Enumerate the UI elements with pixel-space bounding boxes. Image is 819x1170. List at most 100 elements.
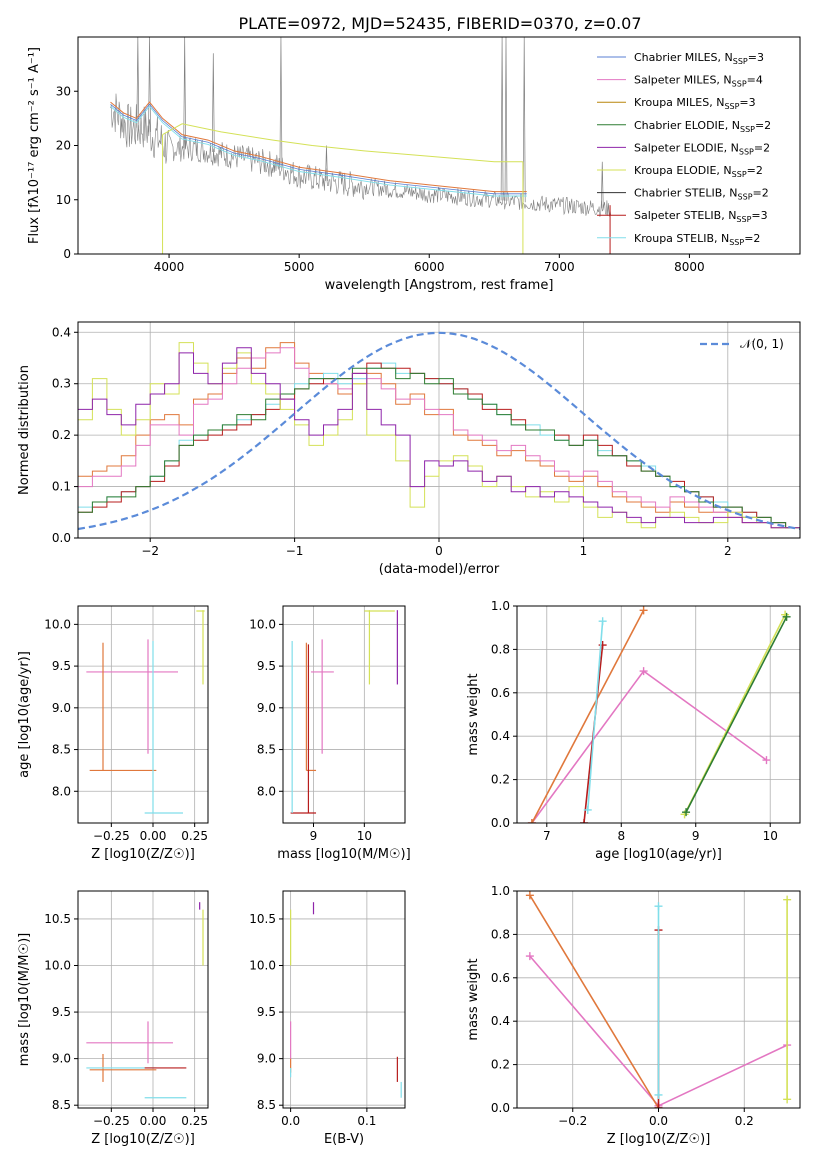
y-axis-label: age [log10(age/yr)] <box>17 651 32 778</box>
y-tick-label: 8.5 <box>52 743 71 757</box>
x-tick-label: 0.25 <box>181 1114 208 1128</box>
x-tick-label: 0.0 <box>281 1114 300 1128</box>
errorbar-plot-area <box>86 902 204 1099</box>
x-tick-label: 0 <box>435 544 443 558</box>
y-axis-label: mass weight <box>466 673 481 755</box>
y-tick-label: 0.4 <box>52 325 71 339</box>
x-tick-label: 8 <box>617 829 625 843</box>
y-tick-label: 10 <box>56 193 71 207</box>
y-tick-label: 9.0 <box>52 1052 71 1066</box>
y-tick-label: 9.0 <box>257 1052 276 1066</box>
legend-subscript: SSP <box>732 80 747 89</box>
histogram-series <box>78 342 800 529</box>
legend-value: =4 <box>747 74 763 87</box>
y-tick-label: 8.5 <box>52 1098 71 1112</box>
errorbar-plot-area <box>86 610 205 814</box>
mass-weight-point <box>598 617 607 626</box>
legend-entry: Chabrier MILES, NSSP=3 <box>634 51 764 66</box>
x-tick-label: 7 <box>543 829 551 843</box>
emission-spike <box>522 37 526 203</box>
figure-title: PLATE=0972, MJD=52435, FIBERID=0370, z=0… <box>238 14 641 33</box>
legend-subscript: SSP <box>738 193 753 202</box>
y-axis-label: Normed distribution <box>17 365 32 495</box>
x-tick-label: −0.25 <box>93 1114 130 1128</box>
legend-entry: Salpeter MILES, NSSP=4 <box>634 74 763 89</box>
y-tick-label: 10.5 <box>44 912 71 926</box>
y-tick-label: 0.8 <box>491 642 510 656</box>
histogram-plot-area <box>78 331 800 531</box>
y-tick-label: 0.6 <box>491 971 510 985</box>
errorbar-plot-area <box>290 610 398 814</box>
y-tick-label: 20 <box>56 139 71 153</box>
model-elodie <box>162 123 523 163</box>
y-tick-label: 0 <box>63 247 71 261</box>
legend-subscript: SSP <box>732 170 747 179</box>
legend-value: =3 <box>739 96 755 109</box>
histogram-frame <box>77 321 801 539</box>
x-tick-label: 0.0 <box>649 1114 668 1128</box>
mass-weight-line <box>531 609 645 823</box>
mass-weight-point <box>639 606 648 615</box>
x-tick-label: 4000 <box>154 260 185 274</box>
x-tick-label: 2 <box>724 544 732 558</box>
y-tick-label: 9.0 <box>52 701 71 715</box>
y-tick-label: 0.0 <box>52 531 71 545</box>
model-miles-orange <box>110 101 527 193</box>
x-tick-label: 5000 <box>284 260 315 274</box>
y-tick-label: 10.0 <box>44 617 71 631</box>
x-axis-label: wavelength [Angstrom, rest frame] <box>325 278 554 293</box>
x-tick-label: 8000 <box>674 260 705 274</box>
spectrum-panel: 4000 5000 6000 7000 8000 0 10 20 30 wavelength [A… <box>27 36 801 293</box>
panel-frame <box>77 890 209 1109</box>
errorbar-panel-2: −0.25 0.00 0.25 8.0 8.5 9.0 9.5 10.0 Z [log10(Z/… <box>17 605 209 862</box>
x-axis-label: mass [log10(M/M☉)] <box>277 847 410 862</box>
spectrum-plot-area <box>110 37 612 254</box>
x-tick-label: 0.25 <box>181 829 208 843</box>
y-axis-label: Flux [fλ10⁻¹⁷ erg cm⁻² s⁻¹ A⁻¹] <box>27 47 42 244</box>
y-tick-label: 9.5 <box>257 659 276 673</box>
x-axis-label: (data-model)/error <box>379 562 500 577</box>
mass-weight-plot-area <box>527 606 791 823</box>
mass-weight-line <box>685 616 788 813</box>
gaussian-curve <box>78 331 800 531</box>
y-tick-label: 9.5 <box>257 1005 276 1019</box>
errorbar-panel-6: 0.0 0.1 8.5 9.0 9.5 10.0 10.5 E(B-V) <box>249 890 406 1147</box>
legend-entry: Salpeter ELODIE, NSSP=2 <box>634 141 770 156</box>
x-axis-label: Z [log10(Z/Z☉)] <box>91 847 195 862</box>
y-tick-label: 9.5 <box>52 659 71 673</box>
x-axis-label: age [log10(age/yr)] <box>595 847 722 862</box>
x-axis-label: Z [log10(Z/Z☉)] <box>607 1132 711 1147</box>
legend-entry: 𝒩(0, 1) <box>740 337 784 351</box>
mass-weight-point <box>525 891 534 900</box>
y-tick-label: 10.0 <box>44 959 71 973</box>
emission-spike <box>211 53 215 153</box>
emission-spike <box>325 145 328 181</box>
panel-frame <box>516 890 801 1109</box>
legend-subscript: SSP <box>736 215 751 224</box>
mass-weight-point <box>783 1095 792 1104</box>
legend-subscript: SSP <box>739 147 754 156</box>
emission-spike <box>148 37 151 132</box>
y-tick-label: 8.5 <box>257 1098 276 1112</box>
panel-frame <box>516 605 801 824</box>
mass-weight-point <box>682 808 691 817</box>
y-tick-label: 9.0 <box>257 701 276 715</box>
legend-value: =3 <box>748 51 764 64</box>
y-axis-label: mass weight <box>466 958 481 1040</box>
mass-weight-point <box>782 612 791 621</box>
mass-weight-line <box>531 669 767 823</box>
y-tick-label: 0.4 <box>491 1014 510 1028</box>
y-tick-label: 9.5 <box>52 1005 71 1019</box>
x-tick-label: 7000 <box>544 260 575 274</box>
x-tick-label: 9 <box>692 829 700 843</box>
histogram-panel: −2 −1 0 1 2 0.0 0.1 0.2 0.3 0.4 (data-model)/error… <box>17 321 801 577</box>
emission-spike <box>600 161 604 209</box>
y-tick-label: 1.0 <box>491 599 510 613</box>
model-stelib-cyan <box>110 105 527 197</box>
emission-spike <box>504 37 508 201</box>
legend-entry: Chabrier STELIB, NSSP=2 <box>634 187 769 202</box>
x-tick-label: −0.2 <box>558 1114 587 1128</box>
legend-value: =2 <box>755 119 771 132</box>
y-tick-label: 0.2 <box>491 773 510 787</box>
